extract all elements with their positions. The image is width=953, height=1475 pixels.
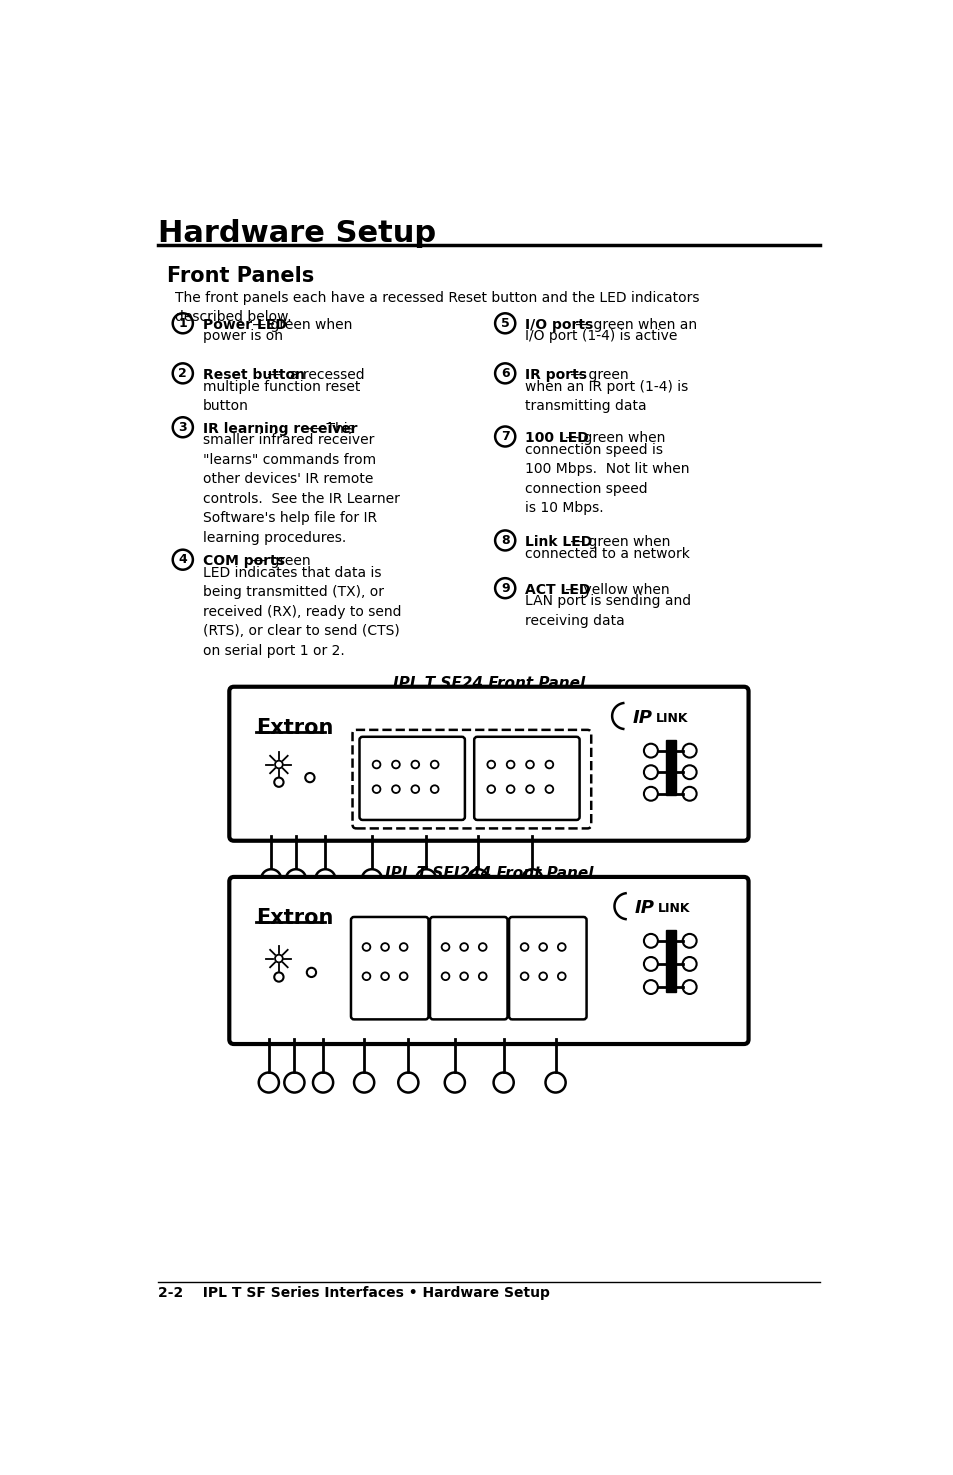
Text: IP: IP: [634, 900, 654, 917]
Text: 4: 4: [178, 553, 187, 566]
Text: I/O port (1-4) is active: I/O port (1-4) is active: [525, 329, 677, 344]
FancyBboxPatch shape: [353, 730, 591, 829]
Text: 2: 2: [178, 367, 187, 381]
Text: Front Panels: Front Panels: [167, 266, 314, 286]
FancyBboxPatch shape: [509, 917, 586, 1019]
Bar: [666, 740, 676, 795]
FancyBboxPatch shape: [474, 738, 579, 820]
Text: Link LED: Link LED: [525, 535, 592, 549]
Text: 2-2    IPL T SF Series Interfaces • Hardware Setup: 2-2 IPL T SF Series Interfaces • Hardwar…: [158, 1286, 549, 1299]
Text: — green: — green: [565, 367, 628, 382]
Bar: [666, 931, 676, 991]
FancyBboxPatch shape: [430, 917, 507, 1019]
Text: connection speed is
100 Mbps.  Not lit when
connection speed
is 10 Mbps.: connection speed is 100 Mbps. Not lit wh…: [525, 442, 689, 515]
Text: —  a recessed: — a recessed: [263, 367, 365, 382]
Text: smaller infrared receiver
"learns" commands from
other devices' IR remote
contro: smaller infrared receiver "learns" comma…: [203, 434, 399, 544]
Text: — green when: — green when: [565, 535, 669, 549]
Text: — This: — This: [303, 422, 355, 435]
Text: 7: 7: [500, 431, 509, 442]
Text: LED indicates that data is
being transmitted (TX), or
received (RX), ready to se: LED indicates that data is being transmi…: [203, 566, 401, 658]
Text: 5: 5: [500, 317, 509, 330]
Text: LINK: LINK: [658, 903, 690, 916]
Text: — green when: — green when: [560, 431, 664, 445]
Text: Power LED: Power LED: [203, 319, 287, 332]
Text: Hardware Setup: Hardware Setup: [158, 220, 436, 248]
Text: I/O ports: I/O ports: [525, 319, 593, 332]
Text: IPL T SFI244 Front Panel: IPL T SFI244 Front Panel: [384, 866, 593, 881]
Text: Reset button: Reset button: [203, 367, 305, 382]
Text: 6: 6: [500, 367, 509, 381]
Text: — green when: — green when: [248, 319, 353, 332]
Text: IR learning receiver: IR learning receiver: [203, 422, 357, 435]
Text: Extron: Extron: [255, 909, 333, 928]
Text: — green when an: — green when an: [570, 319, 696, 332]
Text: multiple function reset
button: multiple function reset button: [203, 379, 360, 413]
Text: IP: IP: [632, 709, 652, 727]
Text: — yellow when: — yellow when: [560, 583, 669, 597]
Text: The front panels each have a recessed Reset button and the LED indicators
descri: The front panels each have a recessed Re…: [174, 291, 699, 324]
Text: power is on: power is on: [203, 329, 283, 344]
FancyBboxPatch shape: [229, 878, 748, 1044]
FancyBboxPatch shape: [351, 917, 428, 1019]
Text: connected to a network: connected to a network: [525, 547, 690, 560]
Text: — green: — green: [248, 555, 311, 568]
Text: 1: 1: [178, 317, 187, 330]
Text: LAN port is sending and
receiving data: LAN port is sending and receiving data: [525, 594, 691, 628]
Text: COM ports: COM ports: [203, 555, 285, 568]
Text: 100 LED: 100 LED: [525, 431, 589, 445]
Text: when an IR port (1-4) is
transmitting data: when an IR port (1-4) is transmitting da…: [525, 379, 688, 413]
Text: LINK: LINK: [655, 712, 687, 726]
Text: 9: 9: [500, 581, 509, 594]
Text: IR ports: IR ports: [525, 367, 587, 382]
Text: ACT LED: ACT LED: [525, 583, 590, 597]
FancyBboxPatch shape: [229, 687, 748, 841]
Text: 3: 3: [178, 420, 187, 434]
Text: 8: 8: [500, 534, 509, 547]
Text: Extron: Extron: [255, 718, 333, 739]
FancyBboxPatch shape: [359, 738, 464, 820]
Text: IPL T SF24 Front Panel: IPL T SF24 Front Panel: [393, 676, 584, 690]
